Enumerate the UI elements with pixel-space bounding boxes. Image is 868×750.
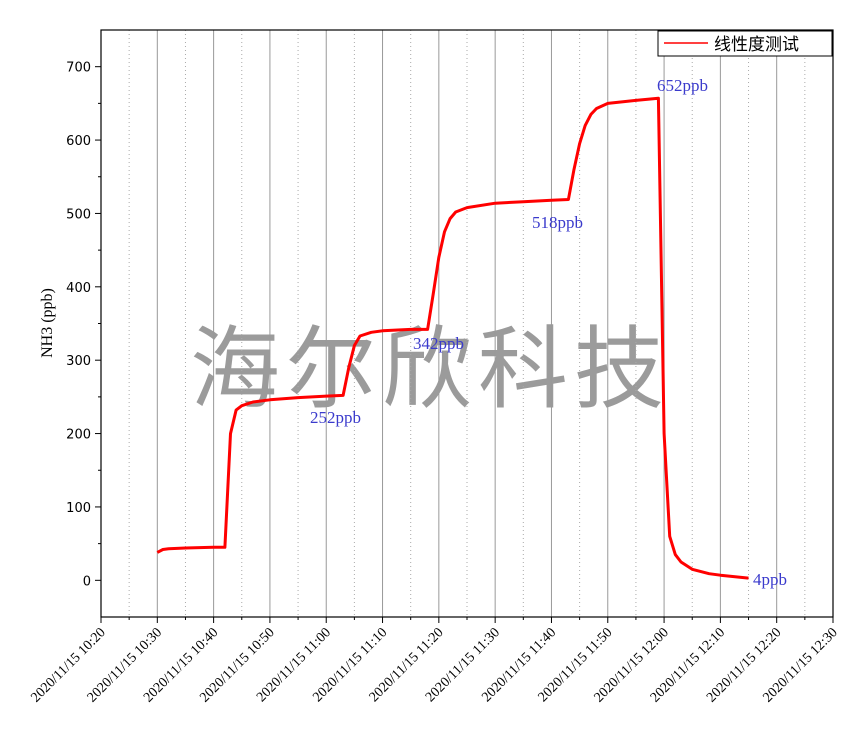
y-axis-label: NH3 (ppb) [39, 288, 56, 358]
y-tick-label: 700 [66, 61, 91, 76]
annotation: 4ppb [753, 570, 787, 589]
annotation: 252ppb [310, 408, 361, 427]
annotation: 652ppb [657, 76, 708, 95]
annotation: 518ppb [532, 213, 583, 232]
watermark: 海尔欣科技 [190, 317, 670, 422]
annotation: 342ppb [413, 334, 464, 353]
y-tick-label: 300 [66, 354, 91, 369]
y-tick-label: 500 [66, 207, 91, 222]
y-tick-label: 200 [66, 428, 91, 443]
y-tick-label: 600 [66, 134, 91, 149]
y-tick-label: 400 [66, 281, 91, 296]
legend-label: 线性度测试 [714, 35, 799, 55]
y-tick-label: 0 [83, 574, 91, 589]
legend: 线性度测试 [657, 30, 833, 57]
y-tick-label: 100 [66, 501, 91, 516]
data-line [156, 96, 749, 580]
